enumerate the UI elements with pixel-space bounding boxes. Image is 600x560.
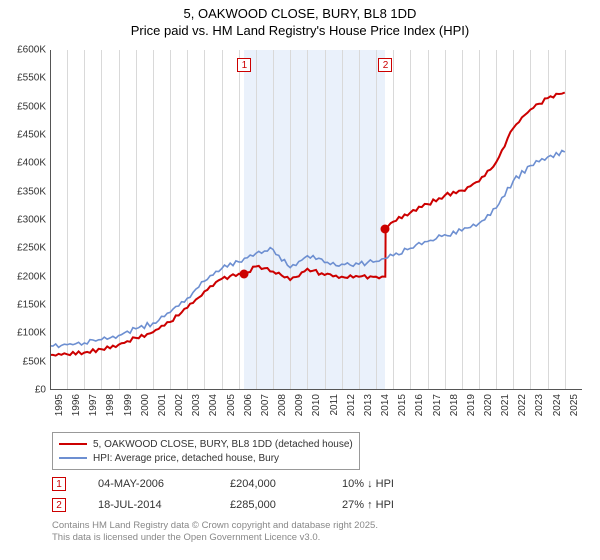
y-tick-label: £550K — [0, 73, 46, 84]
y-tick-label: £350K — [0, 186, 46, 197]
y-tick-label: £150K — [0, 300, 46, 311]
legend-and-footer: 5, OAKWOOD CLOSE, BURY, BL8 1DD (detache… — [52, 432, 582, 545]
y-tick-label: £400K — [0, 158, 46, 169]
x-tick-label: 2004 — [208, 394, 219, 416]
y-tick-label: £600K — [0, 45, 46, 56]
x-tick-label: 2009 — [294, 394, 305, 416]
y-tick-label: £450K — [0, 130, 46, 141]
x-tick-label: 1997 — [88, 394, 99, 416]
y-tick-label: £300K — [0, 215, 46, 226]
x-tick-label: 2015 — [397, 394, 408, 416]
x-tick-label: 2008 — [277, 394, 288, 416]
x-tick-label: 2017 — [432, 394, 443, 416]
x-tick-label: 2019 — [466, 394, 477, 416]
x-tick-label: 2011 — [329, 394, 340, 416]
x-tick-label: 2023 — [534, 394, 545, 416]
x-tick-label: 2014 — [380, 394, 391, 416]
sale-row: 1 04-MAY-2006 £204,000 10% ↓ HPI — [52, 477, 582, 491]
x-tick-label: 2010 — [311, 394, 322, 416]
chart-marker-dot — [240, 270, 249, 279]
sale-row: 2 18-JUL-2014 £285,000 27% ↑ HPI — [52, 498, 582, 512]
x-tick-label: 2022 — [517, 394, 528, 416]
footer-line: This data is licensed under the Open Gov… — [52, 532, 582, 544]
legend-swatch — [59, 443, 87, 446]
sale-date: 18-JUL-2014 — [98, 499, 198, 511]
legend-swatch — [59, 457, 87, 459]
x-tick-label: 2018 — [449, 394, 460, 416]
legend-box: 5, OAKWOOD CLOSE, BURY, BL8 1DD (detache… — [52, 432, 360, 470]
x-tick-label: 2020 — [483, 394, 494, 416]
plot-border — [50, 50, 582, 390]
legend-row: 5, OAKWOOD CLOSE, BURY, BL8 1DD (detache… — [59, 437, 353, 451]
x-tick-label: 2003 — [191, 394, 202, 416]
sale-price: £285,000 — [230, 499, 310, 511]
x-tick-label: 2005 — [226, 394, 237, 416]
sale-date: 04-MAY-2006 — [98, 478, 198, 490]
x-tick-label: 2001 — [157, 394, 168, 416]
x-tick-label: 2016 — [414, 394, 425, 416]
legend-row: HPI: Average price, detached house, Bury — [59, 451, 353, 465]
x-tick-label: 1995 — [54, 394, 65, 416]
y-tick-label: £250K — [0, 243, 46, 254]
x-tick-label: 2000 — [140, 394, 151, 416]
title-line-1: 5, OAKWOOD CLOSE, BURY, BL8 1DD — [0, 0, 600, 21]
footer-attribution: Contains HM Land Registry data © Crown c… — [52, 520, 582, 545]
y-tick-label: £0 — [0, 385, 46, 396]
chart-marker-box: 2 — [378, 58, 392, 72]
x-tick-label: 2007 — [260, 394, 271, 416]
x-tick-label: 1998 — [105, 394, 116, 416]
chart-marker-box: 1 — [237, 58, 251, 72]
x-tick-label: 2012 — [346, 394, 357, 416]
y-tick-label: £50K — [0, 356, 46, 367]
sale-hpi: 27% ↑ HPI — [342, 499, 442, 511]
sale-marker-icon: 2 — [52, 498, 66, 512]
x-tick-label: 2002 — [174, 394, 185, 416]
x-tick-label: 1999 — [123, 394, 134, 416]
y-tick-label: £500K — [0, 101, 46, 112]
y-tick-label: £200K — [0, 271, 46, 282]
sale-hpi: 10% ↓ HPI — [342, 478, 442, 490]
chart-marker-dot — [381, 224, 390, 233]
y-tick-label: £100K — [0, 328, 46, 339]
title-line-2: Price paid vs. HM Land Registry's House … — [0, 21, 600, 42]
sale-price: £204,000 — [230, 478, 310, 490]
footer-line: Contains HM Land Registry data © Crown c… — [52, 520, 582, 532]
x-tick-label: 2024 — [552, 394, 563, 416]
legend-label: 5, OAKWOOD CLOSE, BURY, BL8 1DD (detache… — [93, 439, 353, 450]
x-tick-label: 2006 — [243, 394, 254, 416]
x-tick-label: 2013 — [363, 394, 374, 416]
legend-label: HPI: Average price, detached house, Bury — [93, 453, 279, 464]
sale-marker-icon: 1 — [52, 477, 66, 491]
x-tick-label: 1996 — [71, 394, 82, 416]
chart: £0£50K£100K£150K£200K£250K£300K£350K£400… — [50, 50, 582, 390]
x-tick-label: 2025 — [569, 394, 580, 416]
x-tick-label: 2021 — [500, 394, 511, 416]
